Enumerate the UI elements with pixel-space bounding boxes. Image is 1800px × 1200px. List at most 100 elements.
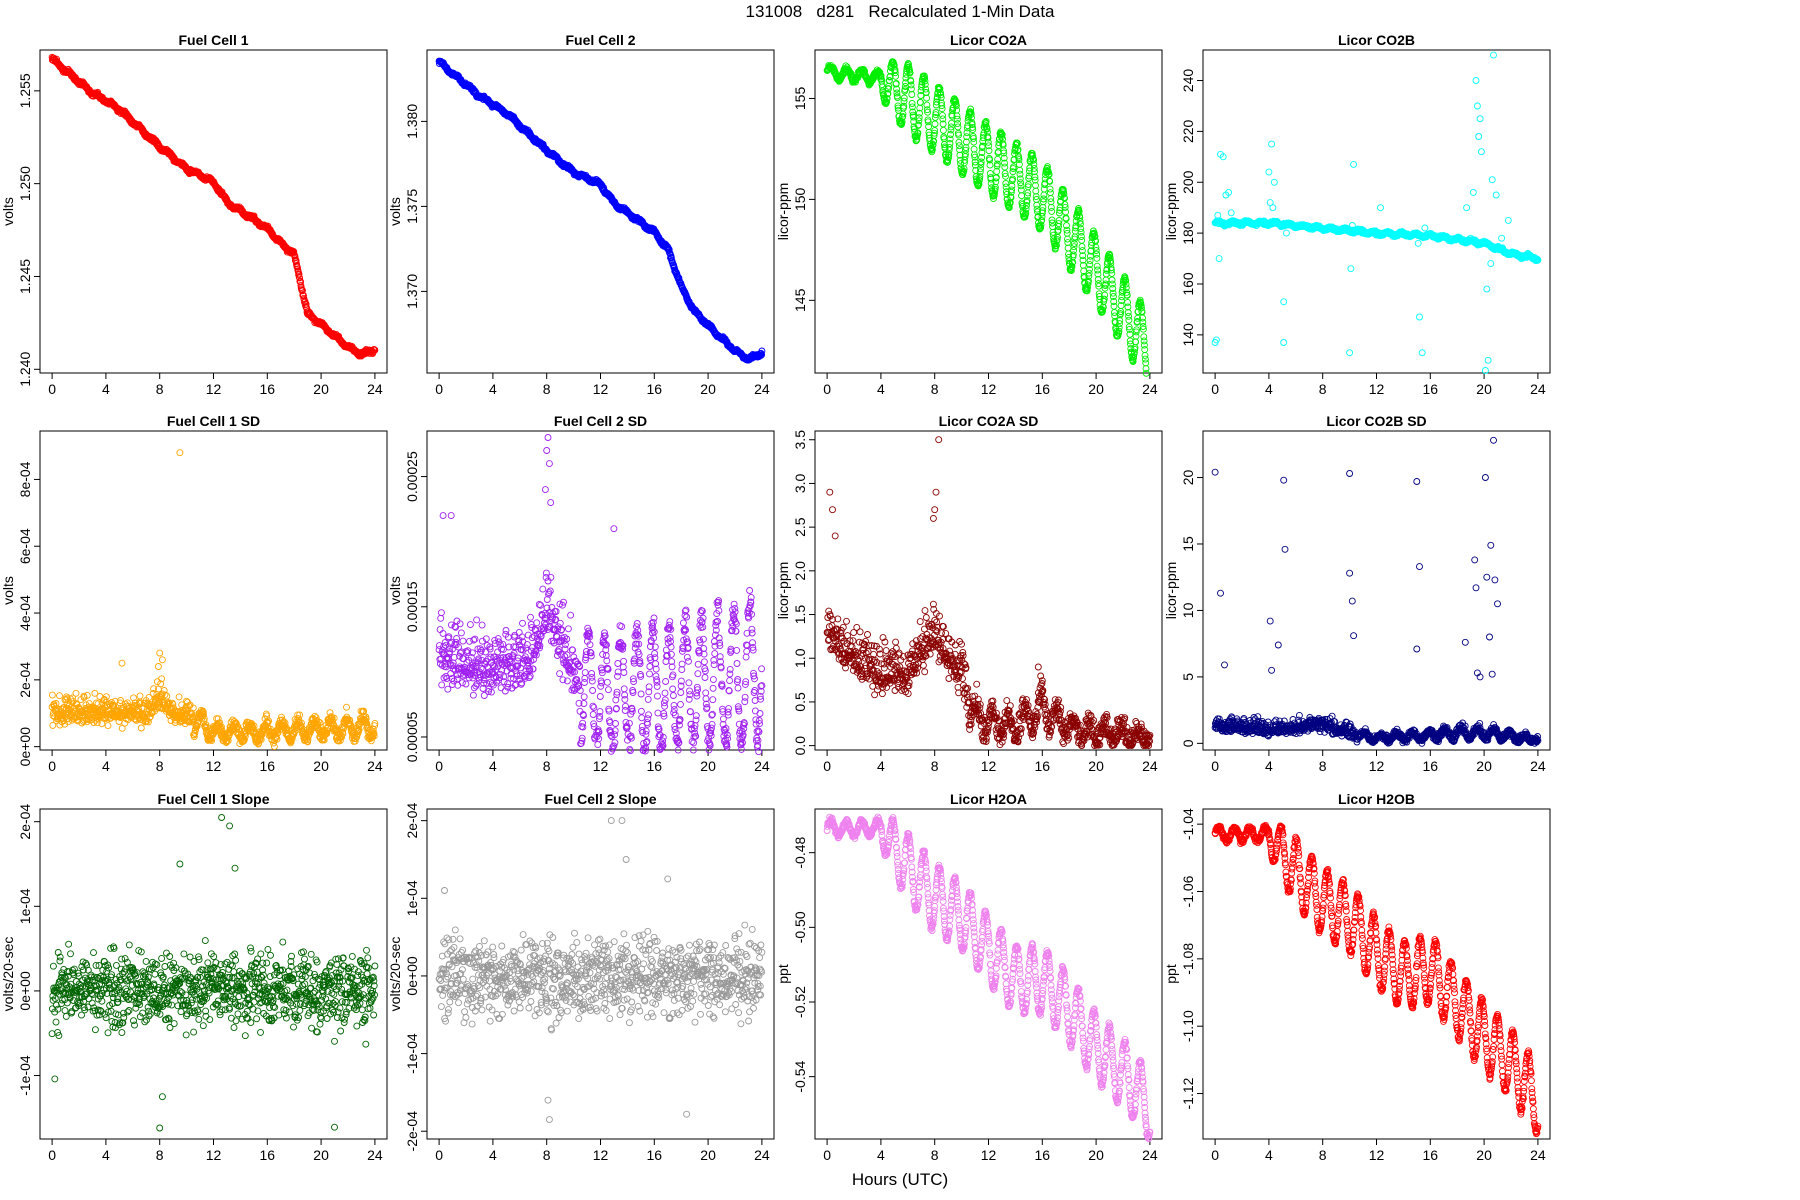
data-point (1421, 224, 1429, 232)
data-point (1270, 178, 1278, 186)
data-point (1141, 346, 1149, 354)
x-tick-label: 4 (102, 758, 110, 774)
x-tick-label: 24 (754, 381, 770, 397)
y-axis-label: volts (0, 576, 16, 605)
data-point (1418, 349, 1426, 357)
data-point (1018, 192, 1026, 200)
data-point (908, 91, 916, 98)
y-tick-label: 1.370 (404, 274, 420, 309)
x-tick-label: 24 (367, 381, 383, 397)
x-tick-label: 24 (367, 758, 383, 774)
y-tick-label: 160 (1180, 272, 1196, 296)
x-tick-label: 4 (877, 381, 885, 397)
data-point (1132, 338, 1140, 346)
data-point (1049, 223, 1057, 231)
data-point (48, 691, 56, 699)
data-point (1017, 186, 1025, 194)
point-series-co2b (1211, 51, 1542, 374)
data-point (1062, 208, 1070, 216)
data-point (1490, 51, 1497, 59)
data-point (291, 254, 299, 261)
data-point (1125, 316, 1133, 324)
data-point (1142, 359, 1150, 367)
y-tick-label: 4e-04 (17, 595, 33, 631)
data-point (1215, 255, 1223, 263)
y-tick-label: 1.240 (17, 352, 33, 387)
data-point (302, 300, 310, 308)
x-tick-label: 12 (1369, 381, 1385, 397)
data-point (104, 722, 112, 730)
data-point (1504, 216, 1512, 224)
data-point (300, 291, 307, 299)
data-point (296, 274, 304, 282)
data-point (1488, 176, 1496, 184)
y-tick-label: 145 (792, 288, 808, 312)
x-tick-label: 12 (206, 381, 222, 397)
x-tick-label: 16 (260, 758, 276, 774)
data-point (1001, 163, 1009, 171)
x-tick-label: 24 (1530, 381, 1546, 397)
x-tick-label: 0 (48, 758, 56, 774)
data-point (295, 270, 303, 278)
x-tick-label: 8 (931, 381, 939, 397)
data-point (1265, 168, 1273, 176)
x-tick-label: 12 (206, 758, 222, 774)
data-point (1477, 148, 1485, 156)
data-point (1484, 356, 1492, 364)
y-tick-label: 150 (792, 187, 808, 211)
point-series-fc1sd (48, 449, 379, 751)
data-point (1046, 189, 1054, 197)
y-tick-label: 200 (1180, 170, 1196, 194)
data-point (1476, 115, 1484, 123)
data-point (1102, 276, 1110, 284)
data-point (137, 724, 145, 732)
data-point (922, 89, 930, 96)
y-tick-label: 140 (1180, 323, 1196, 347)
x-tick-label: 20 (313, 381, 329, 397)
data-point (917, 98, 924, 106)
x-tick-label: 0 (435, 381, 443, 397)
data-point (1214, 211, 1222, 219)
data-point (56, 692, 63, 700)
data-point (939, 126, 947, 134)
data-point (250, 212, 258, 220)
x-tick-label: 24 (1142, 381, 1158, 397)
y-tick-label: 240 (1180, 69, 1196, 93)
x-tick-label: 8 (543, 381, 551, 397)
point-series-fc2 (435, 57, 766, 364)
y-axis-label: licor-ppm (775, 183, 791, 241)
data-point (72, 689, 80, 697)
data-point (923, 94, 931, 102)
data-point (1414, 239, 1422, 247)
x-tick-label: 20 (313, 758, 329, 774)
x-tick-label: 20 (1088, 381, 1104, 397)
data-point (1492, 191, 1500, 199)
data-point (1472, 77, 1480, 84)
x-tick-label: 0 (1211, 381, 1219, 397)
data-point (1498, 234, 1506, 242)
data-point (1280, 339, 1288, 346)
y-axis-label: volts (0, 197, 16, 226)
plot-frame (814, 49, 1163, 374)
x-tick-label: 8 (156, 758, 164, 774)
data-point (931, 120, 939, 128)
y-tick-label: 1.255 (17, 73, 33, 108)
data-point (948, 119, 955, 127)
y-tick-label: 8e-04 (17, 461, 33, 497)
data-point (1093, 254, 1101, 262)
data-point (1377, 204, 1384, 212)
data-point (1463, 204, 1471, 212)
x-tick-label: 12 (981, 381, 997, 397)
data-point (1280, 298, 1288, 306)
data-point (1487, 260, 1495, 268)
data-point (1473, 102, 1481, 110)
x-tick-label: 4 (102, 381, 110, 397)
panel-title: Fuel Cell 1 (178, 32, 248, 48)
y-tick-label: 155 (792, 87, 808, 111)
y-tick-label: 1.380 (404, 104, 420, 139)
data-point (1040, 191, 1048, 199)
x-tick-label: 16 (1423, 381, 1439, 397)
x-tick-label: 8 (1319, 381, 1327, 397)
